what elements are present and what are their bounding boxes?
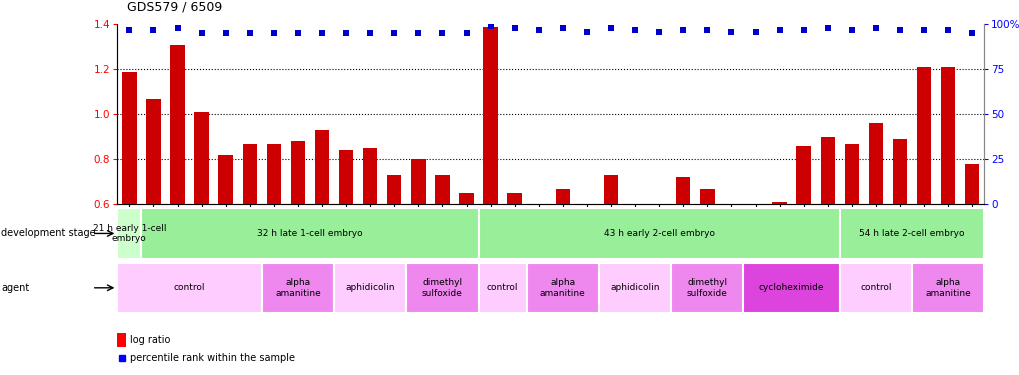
Bar <box>363 148 377 204</box>
Bar <box>459 193 473 204</box>
Bar <box>483 27 497 204</box>
Bar <box>406 262 478 313</box>
Bar <box>819 137 835 204</box>
Text: development stage: development stage <box>1 228 96 238</box>
Bar <box>435 175 449 204</box>
Bar <box>117 333 126 347</box>
Bar <box>315 130 329 204</box>
Bar <box>411 159 425 204</box>
Bar <box>916 67 930 204</box>
Text: control: control <box>173 284 205 292</box>
Text: 21 h early 1-cell
embryo: 21 h early 1-cell embryo <box>93 224 166 243</box>
Bar <box>478 208 839 259</box>
Bar <box>671 262 743 313</box>
Bar <box>117 208 142 259</box>
Text: log ratio: log ratio <box>130 335 170 345</box>
Bar <box>555 189 570 204</box>
Bar <box>839 262 911 313</box>
Bar <box>142 208 478 259</box>
Bar <box>748 204 762 263</box>
Bar <box>839 208 983 259</box>
Text: control: control <box>859 284 891 292</box>
Bar <box>122 72 137 204</box>
Text: 32 h late 1-cell embryo: 32 h late 1-cell embryo <box>257 229 363 238</box>
Text: percentile rank within the sample: percentile rank within the sample <box>130 353 294 363</box>
Bar <box>170 45 184 204</box>
Text: aphidicolin: aphidicolin <box>345 284 394 292</box>
Text: cycloheximide: cycloheximide <box>758 284 823 292</box>
Bar <box>507 193 522 204</box>
Bar <box>743 262 839 313</box>
Bar <box>531 204 545 216</box>
Bar <box>262 262 334 313</box>
Bar <box>699 189 714 204</box>
Text: alpha
amanitine: alpha amanitine <box>275 278 321 297</box>
Bar <box>478 262 526 313</box>
Bar <box>723 204 738 240</box>
Bar <box>771 202 786 204</box>
Bar <box>386 175 401 204</box>
Bar <box>868 123 882 204</box>
Bar <box>844 144 858 204</box>
Bar <box>218 155 232 204</box>
Bar <box>334 262 406 313</box>
Bar <box>603 175 618 204</box>
Bar <box>964 164 978 204</box>
Bar <box>243 144 257 204</box>
Bar <box>676 177 690 204</box>
Bar <box>266 144 281 204</box>
Bar <box>526 262 598 313</box>
Bar <box>911 262 983 313</box>
Bar <box>796 146 810 204</box>
Bar <box>146 99 161 204</box>
Text: dimethyl
sulfoxide: dimethyl sulfoxide <box>686 278 728 297</box>
Bar <box>579 204 594 240</box>
Text: alpha
amanitine: alpha amanitine <box>924 278 970 297</box>
Bar <box>628 204 642 283</box>
Bar <box>195 112 209 204</box>
Text: agent: agent <box>1 283 30 293</box>
Bar <box>892 139 906 204</box>
Bar <box>338 150 353 204</box>
Bar <box>290 141 305 204</box>
Bar <box>651 204 665 245</box>
Bar <box>117 262 262 313</box>
Bar <box>598 262 671 313</box>
Text: dimethyl
sulfoxide: dimethyl sulfoxide <box>422 278 463 297</box>
Text: aphidicolin: aphidicolin <box>609 284 659 292</box>
Text: control: control <box>486 284 518 292</box>
Text: GDS579 / 6509: GDS579 / 6509 <box>127 0 222 13</box>
Text: 54 h late 2-cell embryo: 54 h late 2-cell embryo <box>858 229 964 238</box>
Text: 43 h early 2-cell embryo: 43 h early 2-cell embryo <box>603 229 714 238</box>
Bar <box>941 67 955 204</box>
Text: alpha
amanitine: alpha amanitine <box>539 278 585 297</box>
